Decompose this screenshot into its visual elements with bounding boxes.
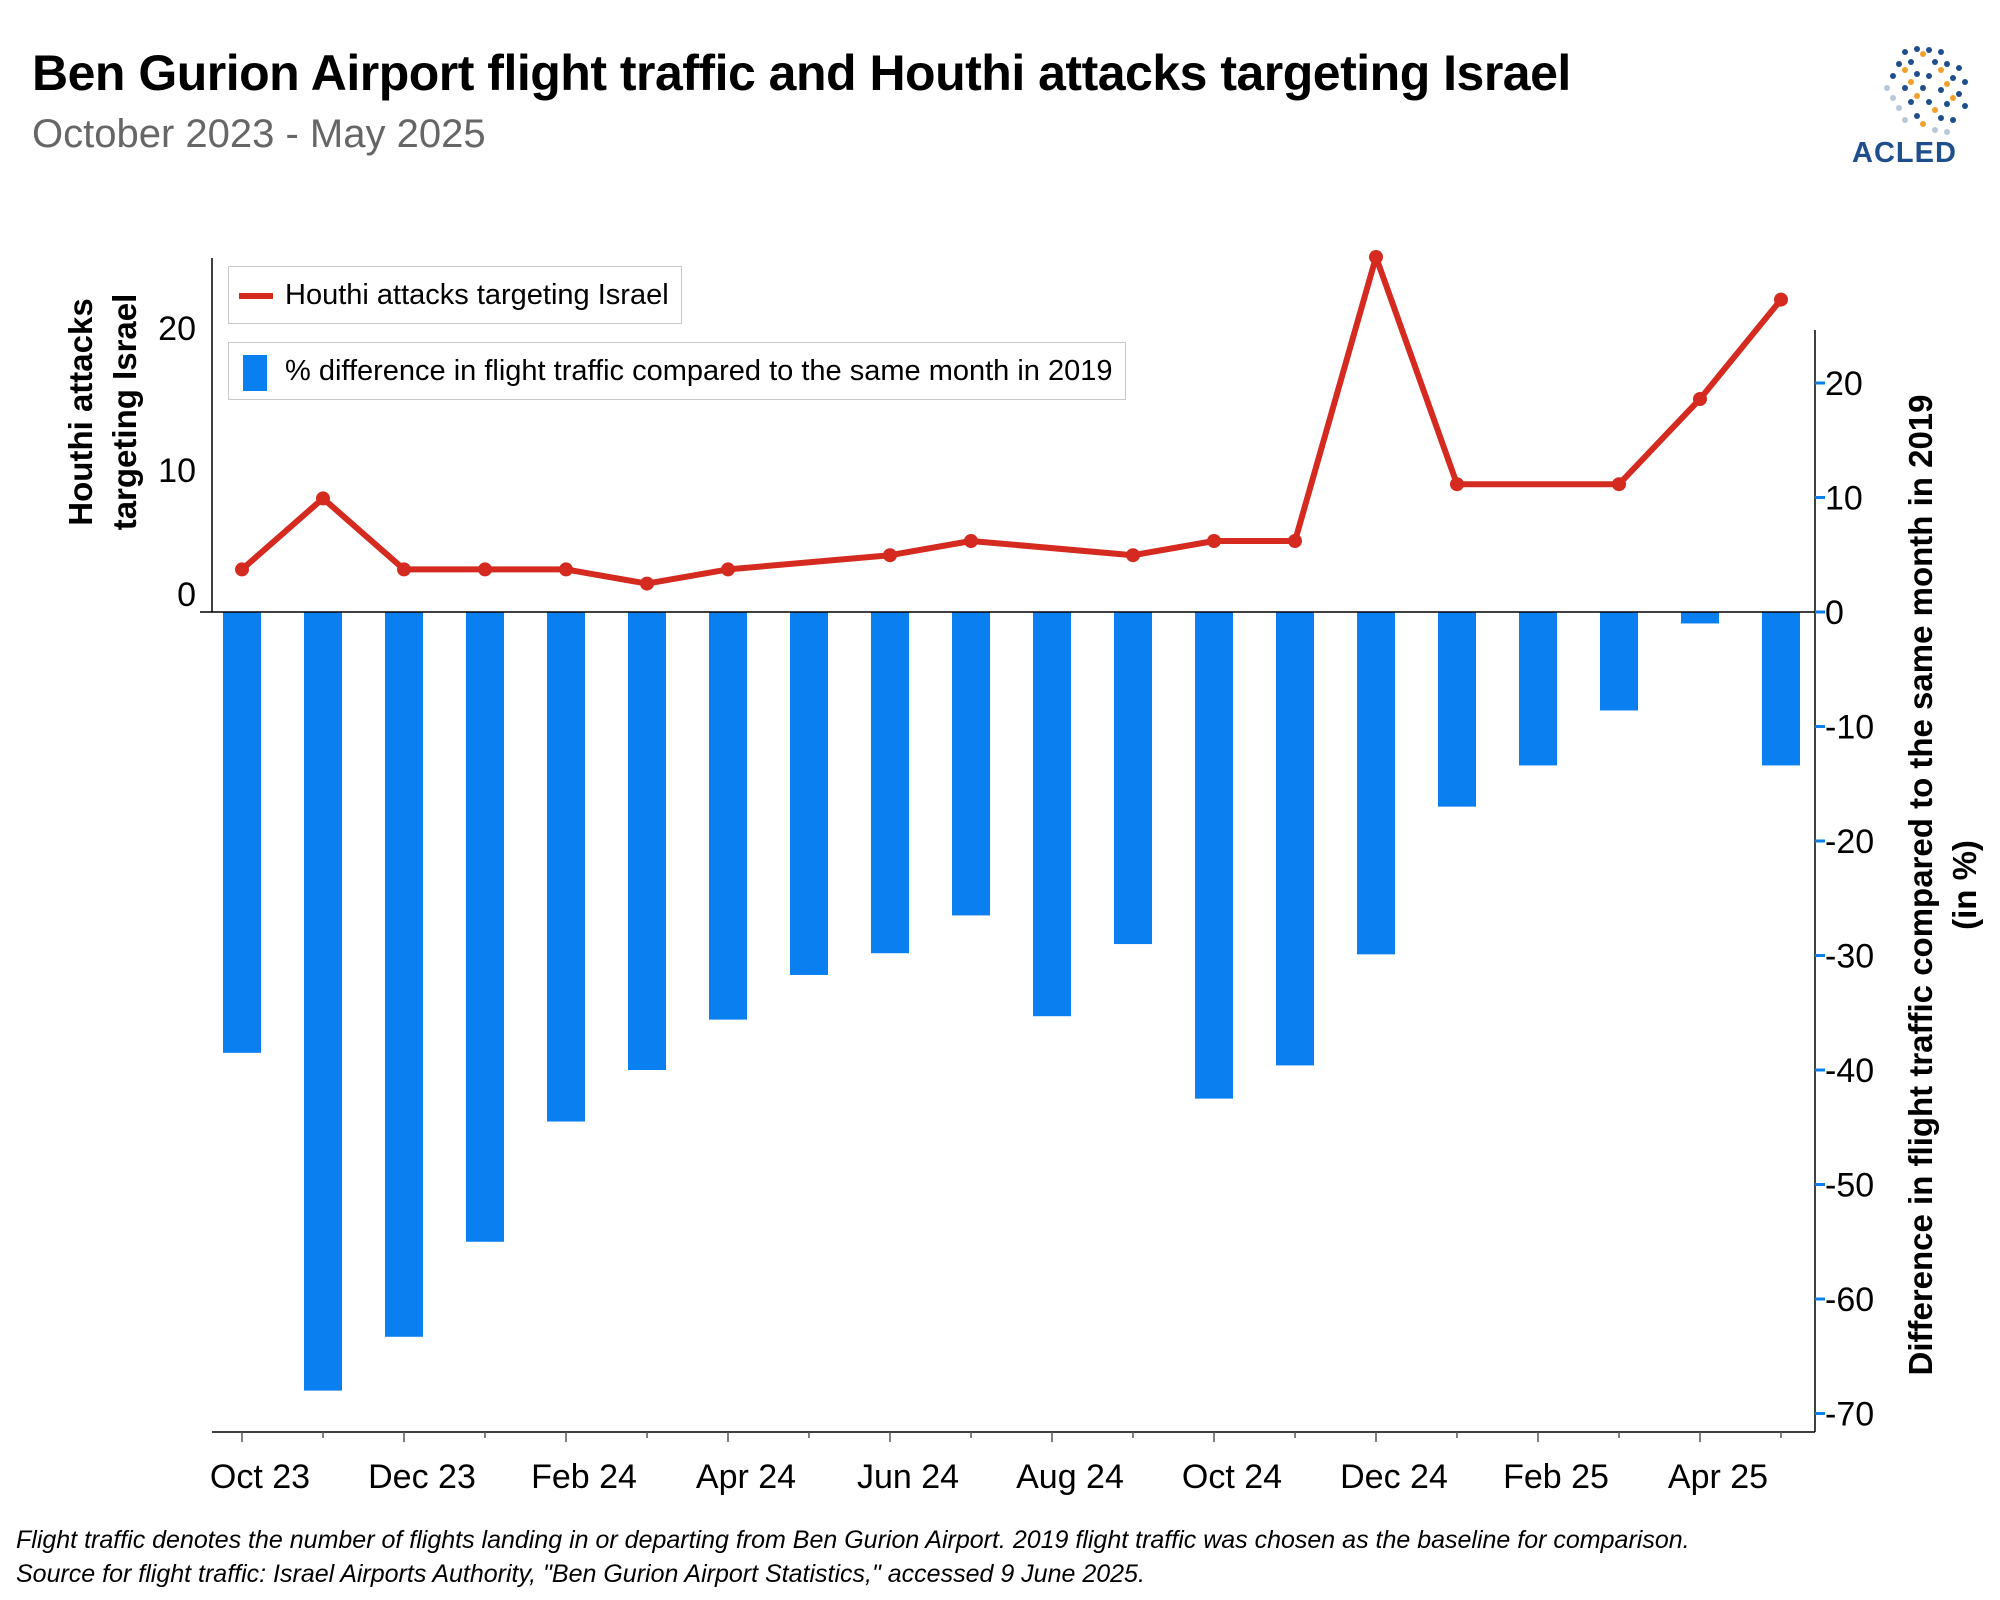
- x-tick-label: Jun 24: [857, 1458, 959, 1496]
- bar: [1276, 612, 1314, 1066]
- line-layer: [235, 250, 1788, 591]
- legend-item-line: Houthi attacks targeting Israel: [228, 266, 682, 324]
- right-tick-label: -60: [1825, 1281, 1874, 1319]
- bar: [1600, 612, 1638, 711]
- chart-subtitle: October 2023 - May 2025: [32, 112, 486, 156]
- right-tick-label: 0: [1825, 594, 1844, 632]
- bar: [952, 612, 990, 916]
- attacks-point: [1450, 477, 1464, 492]
- chart: 0 10 20 Houthi attacks targeting Israel 20 10 0…: [62, 250, 1983, 1496]
- legend-bar-swatch: [243, 355, 267, 391]
- legend-item-bar: % difference in flight traffic compared …: [228, 342, 1126, 400]
- attacks-point: [1126, 548, 1140, 563]
- right-tick-label: -50: [1825, 1167, 1874, 1205]
- x-tick-label: Aug 24: [1016, 1458, 1124, 1496]
- attacks-point: [640, 576, 654, 591]
- x-tick-label: Dec 23: [368, 1458, 476, 1496]
- right-axis-label-line: Difference in flight traffic compared to…: [1902, 394, 1939, 1375]
- bar: [1762, 612, 1800, 766]
- footnote-line-1: Flight traffic denotes the number of fli…: [16, 1526, 1690, 1554]
- bar: [1519, 612, 1557, 766]
- attacks-point: [1288, 534, 1302, 548]
- footnote: Flight traffic denotes the number of fli…: [16, 1523, 1690, 1591]
- attacks-point: [1693, 392, 1707, 406]
- x-tick-label: Feb 25: [1503, 1458, 1609, 1496]
- left-tick-label: 20: [158, 310, 196, 348]
- legend-label-line: Houthi attacks targeting Israel: [285, 279, 669, 311]
- right-axis-label-line: (in %): [1946, 840, 1983, 930]
- attacks-point: [316, 491, 330, 506]
- left-tick-label: 0: [177, 576, 196, 614]
- bar: [1033, 612, 1071, 1017]
- bar: [628, 612, 666, 1070]
- bar: [1195, 612, 1233, 1099]
- bar: [547, 612, 585, 1122]
- bar: [466, 612, 504, 1242]
- bar: [385, 612, 423, 1337]
- attacks-point: [964, 534, 978, 548]
- attacks-point: [1774, 292, 1788, 307]
- right-tick-label: 10: [1825, 480, 1863, 518]
- acled-logo-text: ACLED: [1852, 137, 1957, 169]
- legend-line-swatch: [239, 293, 273, 299]
- x-tick-label: Oct 24: [1182, 1458, 1282, 1496]
- attacks-point: [1369, 250, 1383, 264]
- right-axis-label: Difference in flight traffic compared to…: [1902, 394, 1983, 1375]
- attacks-point: [478, 562, 492, 577]
- bar: [709, 612, 747, 1020]
- attacks-point: [397, 562, 411, 577]
- right-tick-label: -30: [1825, 938, 1874, 976]
- x-tick-label: Feb 24: [531, 1458, 637, 1496]
- left-axis-label-line: Houthi attacks: [62, 298, 99, 525]
- right-tick-label: -70: [1825, 1396, 1874, 1434]
- bar: [304, 612, 342, 1391]
- legend-label-bar: % difference in flight traffic compared …: [285, 355, 1113, 387]
- footnote-line-2: Source for flight traffic: Israel Airpor…: [16, 1560, 1145, 1588]
- bar: [223, 612, 261, 1053]
- left-axis-label: Houthi attacks targeting Israel: [62, 294, 143, 531]
- bar: [871, 612, 909, 954]
- chart-title: Ben Gurion Airport flight traffic and Ho…: [32, 45, 1571, 101]
- attacks-point: [883, 548, 897, 563]
- bar: [1681, 612, 1719, 624]
- axes-layer: 0 10 20 Houthi attacks targeting Israel 20 10 0…: [62, 258, 1983, 1496]
- right-tick-label: -10: [1825, 709, 1874, 747]
- acled-logo-icon: [1884, 46, 1968, 135]
- bar: [1438, 612, 1476, 807]
- right-tick-label: 20: [1825, 365, 1863, 403]
- attacks-point: [235, 562, 249, 577]
- x-tick-label: Apr 25: [1668, 1458, 1768, 1496]
- bar: [1114, 612, 1152, 945]
- right-tick-label: -20: [1825, 823, 1874, 861]
- attacks-point: [1612, 477, 1626, 492]
- x-tick-label: Oct 23: [210, 1458, 310, 1496]
- x-tick-label: Apr 24: [696, 1458, 796, 1496]
- left-tick-label: 10: [158, 452, 196, 490]
- left-axis-label-line: targeting Israel: [106, 294, 143, 531]
- x-tick-label: Dec 24: [1340, 1458, 1448, 1496]
- attacks-point: [1207, 534, 1221, 548]
- attacks-point: [559, 562, 573, 577]
- bars-layer: [223, 612, 1800, 1391]
- right-tick-label: -40: [1825, 1052, 1874, 1090]
- attacks-point: [721, 562, 735, 577]
- bar: [1357, 612, 1395, 955]
- bar: [790, 612, 828, 975]
